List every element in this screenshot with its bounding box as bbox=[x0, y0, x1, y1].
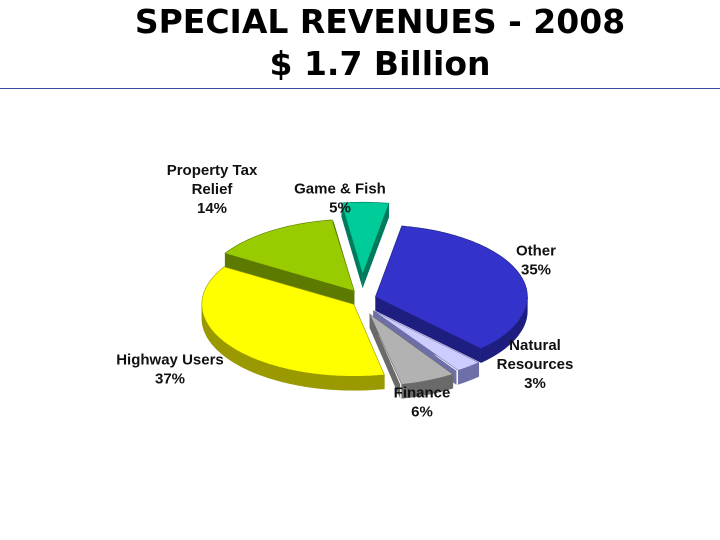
pie-slice-top-1 bbox=[373, 310, 480, 371]
slice-name-label: Resources bbox=[497, 356, 574, 373]
pie-slice-cut-4-0 bbox=[224, 253, 355, 306]
slice-percent-label: 5% bbox=[329, 200, 351, 217]
page-subtitle: $ 1.7 Billion bbox=[269, 44, 491, 83]
slice-name-label: Highway Users bbox=[116, 352, 224, 369]
slice-name-label: Other bbox=[516, 243, 556, 260]
slice-label-3: Highway Users 37% bbox=[116, 352, 224, 388]
pie-slice-top-3 bbox=[201, 266, 385, 377]
pie-slice-cut-0-1 bbox=[375, 296, 481, 363]
pie-slice-top-2 bbox=[368, 313, 454, 385]
slice-label-0: Other 35% bbox=[516, 243, 556, 279]
slice-label-4: Property Tax Relief 14% bbox=[167, 162, 258, 217]
pie-slice-3 bbox=[201, 266, 385, 391]
page-title: SPECIAL REVENUES - 2008 bbox=[134, 2, 626, 41]
slice-name-label: Natural bbox=[509, 337, 561, 354]
slice-percent-label: 37% bbox=[155, 371, 185, 388]
pie-slice-cut-5-1 bbox=[362, 203, 389, 289]
slice-percent-label: 14% bbox=[197, 200, 227, 217]
pie-slice-cut-2-1 bbox=[369, 314, 401, 399]
slice-label-5: Game & Fish 5% bbox=[294, 181, 386, 217]
pie-slice-top-0 bbox=[375, 225, 528, 350]
slice-percent-label: 6% bbox=[411, 404, 433, 421]
slice-label-2: Finance 6% bbox=[394, 385, 451, 421]
pie-slice-2 bbox=[368, 313, 454, 399]
pie-slice-top-5 bbox=[341, 201, 390, 276]
slice-name-label: Property Tax bbox=[167, 162, 258, 179]
slice-percent-label: 35% bbox=[521, 262, 551, 279]
slice-label-1: Natural Resources 3% bbox=[497, 337, 574, 392]
slice-name-label: Relief bbox=[192, 181, 234, 198]
slice-name-label: Game & Fish bbox=[294, 181, 386, 198]
pie-slice-0 bbox=[375, 225, 528, 364]
pie-slice-top-4 bbox=[224, 219, 355, 292]
slice-percent-label: 3% bbox=[524, 375, 546, 392]
title-divider bbox=[0, 88, 720, 89]
pie-slice-5 bbox=[341, 201, 390, 289]
slice-name-label: Finance bbox=[394, 385, 451, 402]
pie-slice-4 bbox=[224, 219, 355, 306]
pie-slice-cut-5-0 bbox=[341, 202, 363, 289]
